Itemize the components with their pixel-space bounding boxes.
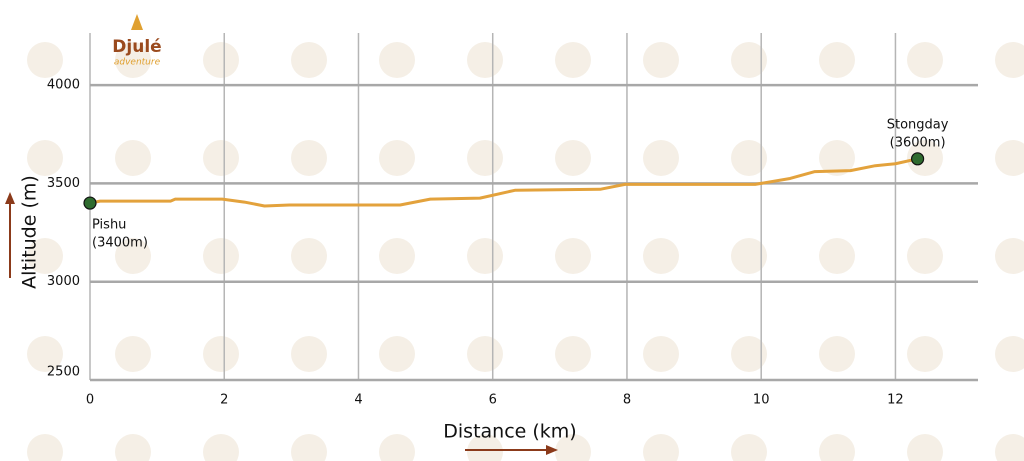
watermark-mark bbox=[115, 238, 151, 274]
watermark-mark bbox=[555, 42, 591, 78]
watermark-mark bbox=[27, 238, 63, 274]
watermark-mark bbox=[115, 42, 151, 78]
x-tick-label: 10 bbox=[753, 393, 770, 408]
watermark-mark bbox=[731, 42, 767, 78]
point-marker bbox=[83, 196, 97, 210]
watermark-mark bbox=[379, 42, 415, 78]
logo-tagline: adventure bbox=[114, 58, 161, 68]
watermark-mark bbox=[555, 434, 591, 461]
watermark-mark bbox=[467, 434, 503, 461]
x-axis-title: Distance (km) bbox=[443, 421, 576, 443]
y-tick-label: 4000 bbox=[47, 78, 80, 93]
watermark-mark bbox=[203, 140, 239, 176]
watermark-mark bbox=[995, 42, 1024, 78]
watermark-mark bbox=[995, 336, 1024, 372]
watermark-mark bbox=[467, 238, 503, 274]
watermark-mark bbox=[643, 140, 679, 176]
x-tick-label: 12 bbox=[887, 393, 904, 408]
watermark-mark bbox=[379, 336, 415, 372]
watermark-mark bbox=[907, 140, 943, 176]
watermark-mark bbox=[203, 434, 239, 461]
watermark-mark bbox=[203, 238, 239, 274]
watermark-mark bbox=[291, 434, 327, 461]
watermark-mark bbox=[907, 434, 943, 461]
watermark-mark bbox=[819, 42, 855, 78]
y-tick-label: 2500 bbox=[47, 365, 80, 380]
watermark-mark bbox=[115, 140, 151, 176]
watermark-mark bbox=[731, 238, 767, 274]
watermark-mark bbox=[643, 42, 679, 78]
watermark-mark bbox=[907, 336, 943, 372]
watermark-mark bbox=[819, 238, 855, 274]
x-tick-label: 2 bbox=[220, 393, 228, 408]
x-tick-label: 0 bbox=[86, 393, 94, 408]
watermark-mark bbox=[379, 434, 415, 461]
watermark-mark bbox=[907, 238, 943, 274]
watermark-mark bbox=[643, 336, 679, 372]
x-tick-label: 8 bbox=[623, 393, 631, 408]
logo-icon bbox=[131, 14, 143, 30]
point-label: (3400m) bbox=[92, 236, 148, 251]
watermark-mark bbox=[731, 434, 767, 461]
watermark-mark bbox=[27, 336, 63, 372]
watermark-mark bbox=[819, 434, 855, 461]
point-name: Pishu bbox=[92, 218, 126, 233]
watermark-mark bbox=[291, 336, 327, 372]
watermark-mark bbox=[291, 42, 327, 78]
watermark-mark bbox=[995, 140, 1024, 176]
watermark-mark bbox=[379, 238, 415, 274]
watermark-mark bbox=[115, 434, 151, 461]
point-marker bbox=[910, 152, 925, 166]
watermark-mark bbox=[379, 140, 415, 176]
line bbox=[89, 157, 918, 208]
watermark-mark bbox=[467, 336, 503, 372]
watermark-mark bbox=[555, 336, 591, 372]
watermark-mark bbox=[203, 42, 239, 78]
x-tick-label: 6 bbox=[489, 393, 497, 408]
watermark-mark bbox=[555, 238, 591, 274]
watermark-mark bbox=[467, 42, 503, 78]
watermark-mark bbox=[731, 140, 767, 176]
watermark-mark bbox=[995, 434, 1024, 461]
y-arrow-head bbox=[5, 192, 15, 204]
x-arrow-head bbox=[546, 445, 558, 455]
watermark-mark bbox=[203, 336, 239, 372]
watermark bbox=[27, 42, 1024, 461]
watermark-mark bbox=[731, 336, 767, 372]
watermark-mark bbox=[819, 336, 855, 372]
point-label: (3600m) bbox=[890, 135, 946, 150]
watermark-mark bbox=[643, 238, 679, 274]
watermark-mark bbox=[115, 336, 151, 372]
logo-name: Djulé bbox=[112, 37, 161, 57]
watermark-mark bbox=[27, 434, 63, 461]
watermark-mark bbox=[27, 140, 63, 176]
watermark-mark bbox=[995, 238, 1024, 274]
watermark-mark bbox=[643, 434, 679, 461]
watermark-mark bbox=[291, 140, 327, 176]
watermark-mark bbox=[819, 140, 855, 176]
watermark-mark bbox=[467, 140, 503, 176]
y-axis-title: Altitude (m) bbox=[19, 175, 41, 289]
y-tick-label: 3000 bbox=[47, 274, 80, 289]
point-name: Stongday bbox=[887, 117, 949, 132]
y-tick-label: 3500 bbox=[47, 176, 80, 191]
watermark-mark bbox=[907, 42, 943, 78]
x-tick-label: 4 bbox=[354, 393, 362, 408]
watermark-mark bbox=[27, 42, 63, 78]
watermark-mark bbox=[555, 140, 591, 176]
watermark-mark bbox=[291, 238, 327, 274]
